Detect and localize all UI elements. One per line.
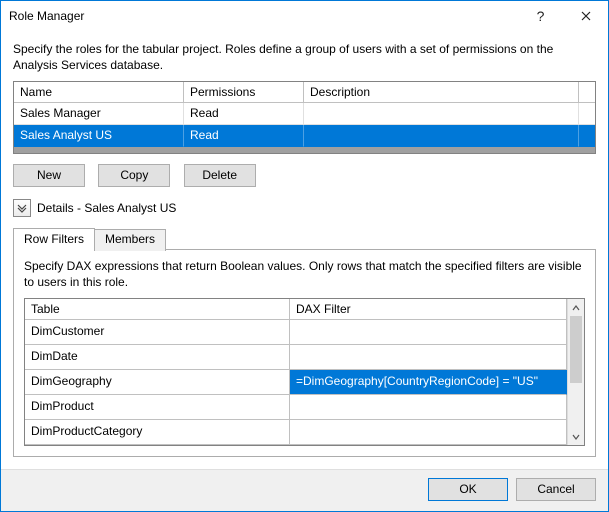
roles-header-name[interactable]: Name — [14, 82, 184, 103]
chevron-up-icon — [572, 304, 580, 312]
filter-header-table[interactable]: Table — [25, 299, 290, 320]
chevron-down-icon — [572, 433, 580, 441]
filter-header-dax[interactable]: DAX Filter — [290, 299, 567, 320]
copy-button[interactable]: Copy — [98, 164, 170, 187]
roles-grid[interactable]: Name Permissions Description Sales Manag… — [13, 81, 596, 153]
filter-instruction: Specify DAX expressions that return Bool… — [24, 258, 585, 290]
new-button[interactable]: New — [13, 164, 85, 187]
filter-row[interactable]: DimGeography =DimGeography[CountryRegion… — [25, 370, 567, 395]
filter-row[interactable]: DimProduct — [25, 395, 567, 420]
filter-row[interactable]: DimProductCategory — [25, 420, 567, 445]
filter-dax-cell[interactable] — [290, 320, 567, 345]
filter-table-cell[interactable]: DimGeography — [25, 370, 290, 395]
filter-row[interactable]: DimCustomer — [25, 320, 567, 345]
filter-body: DimCustomer DimDate DimGeography =DimGeo… — [25, 320, 567, 445]
cancel-button[interactable]: Cancel — [516, 478, 596, 501]
role-pad-cell — [579, 103, 595, 125]
scroll-track[interactable] — [568, 316, 584, 428]
scroll-thumb[interactable] — [570, 316, 582, 383]
ok-button[interactable]: OK — [428, 478, 508, 501]
filter-table-cell[interactable]: DimDate — [25, 345, 290, 370]
details-tabs: Row Filters Members Specify DAX expressi… — [13, 227, 596, 457]
window-title: Role Manager — [9, 9, 518, 23]
dialog-buttons: OK Cancel — [1, 469, 608, 511]
delete-button[interactable]: Delete — [184, 164, 256, 187]
role-description-cell[interactable] — [304, 125, 579, 147]
client-area: Specify the roles for the tabular projec… — [1, 31, 608, 469]
details-row: Details - Sales Analyst US — [13, 199, 596, 217]
filter-grid[interactable]: Table DAX Filter DimCustomer DimDate — [24, 298, 585, 446]
filter-dax-cell[interactable] — [290, 420, 567, 445]
roles-body: Sales Manager Read Sales Analyst US Read — [14, 103, 595, 147]
roles-header-permissions[interactable]: Permissions — [184, 82, 304, 103]
filter-table-cell[interactable]: DimProductCategory — [25, 420, 290, 445]
scroll-down-button[interactable] — [568, 428, 584, 445]
role-pad-cell — [579, 125, 595, 147]
tab-header: Row Filters Members — [13, 227, 596, 249]
filter-row[interactable]: DimDate — [25, 345, 567, 370]
instruction-text: Specify the roles for the tabular projec… — [13, 41, 596, 73]
titlebar: Role Manager ? — [1, 1, 608, 31]
roles-header-pad — [579, 82, 595, 103]
role-permissions-cell[interactable]: Read — [184, 125, 304, 147]
roles-row[interactable]: Sales Manager Read — [14, 103, 595, 125]
filter-header-row: Table DAX Filter — [25, 299, 567, 320]
filter-scrollbar[interactable] — [567, 299, 584, 445]
role-name-cell[interactable]: Sales Analyst US — [14, 125, 184, 147]
close-button[interactable] — [563, 1, 608, 31]
role-description-cell[interactable] — [304, 103, 579, 125]
tab-members[interactable]: Members — [94, 229, 166, 251]
tab-row-filters[interactable]: Row Filters — [13, 228, 95, 250]
role-name-cell[interactable]: Sales Manager — [14, 103, 184, 125]
chevron-down-icon — [17, 203, 27, 213]
role-buttons: New Copy Delete — [13, 164, 596, 187]
filter-dax-cell[interactable]: =DimGeography[CountryRegionCode] = "US" — [290, 370, 567, 395]
roles-row[interactable]: Sales Analyst US Read — [14, 125, 595, 147]
filter-table-cell[interactable]: DimCustomer — [25, 320, 290, 345]
help-button[interactable]: ? — [518, 1, 563, 31]
details-label: Details - Sales Analyst US — [37, 201, 176, 215]
details-expander[interactable] — [13, 199, 31, 217]
filter-grid-main: Table DAX Filter DimCustomer DimDate — [25, 299, 567, 445]
filter-dax-cell[interactable] — [290, 345, 567, 370]
role-manager-dialog: Role Manager ? Specify the roles for the… — [0, 0, 609, 512]
filter-dax-cell[interactable] — [290, 395, 567, 420]
tab-page-row-filters: Specify DAX expressions that return Bool… — [13, 249, 596, 457]
close-icon — [581, 11, 591, 21]
roles-header-description[interactable]: Description — [304, 82, 579, 103]
role-permissions-cell[interactable]: Read — [184, 103, 304, 125]
scroll-up-button[interactable] — [568, 299, 584, 316]
filter-table-cell[interactable]: DimProduct — [25, 395, 290, 420]
roles-header-row: Name Permissions Description — [14, 82, 595, 103]
